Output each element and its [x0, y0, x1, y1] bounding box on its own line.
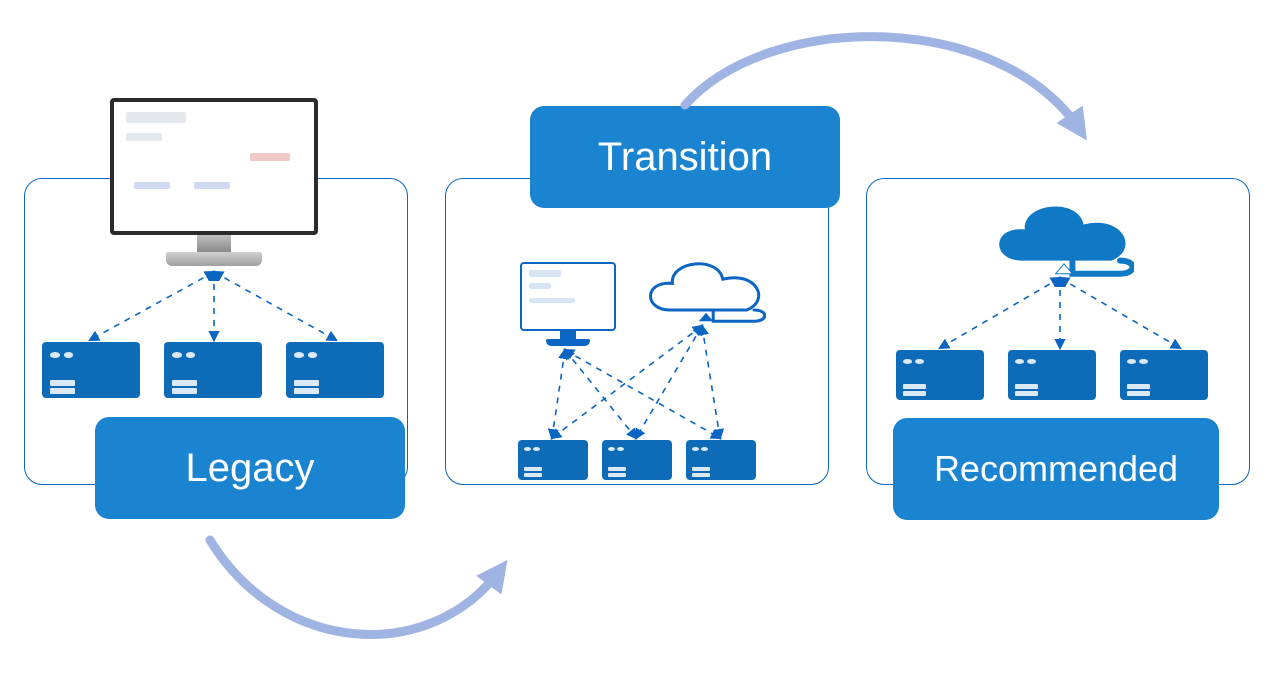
flow-arrow [210, 540, 500, 634]
server-row-legacy [42, 342, 384, 398]
server-icon [896, 350, 984, 400]
monitor-outline-icon [520, 262, 616, 350]
server-icon [286, 342, 384, 398]
server-icon [164, 342, 262, 398]
label-transition-text: Transition [598, 135, 772, 180]
server-row-transition [518, 440, 756, 480]
server-icon [1120, 350, 1208, 400]
server-icon [686, 440, 756, 480]
label-recommended-text: Recommended [934, 448, 1178, 490]
label-transition: Transition [530, 106, 840, 208]
monitor-icon [110, 98, 318, 273]
server-icon [1008, 350, 1096, 400]
server-icon [518, 440, 588, 480]
server-row-recommended [896, 350, 1208, 400]
label-recommended: Recommended [893, 418, 1219, 520]
panel-transition [445, 178, 829, 485]
label-legacy-text: Legacy [186, 446, 315, 491]
server-icon [602, 440, 672, 480]
server-icon [42, 342, 140, 398]
label-legacy: Legacy [95, 417, 405, 519]
